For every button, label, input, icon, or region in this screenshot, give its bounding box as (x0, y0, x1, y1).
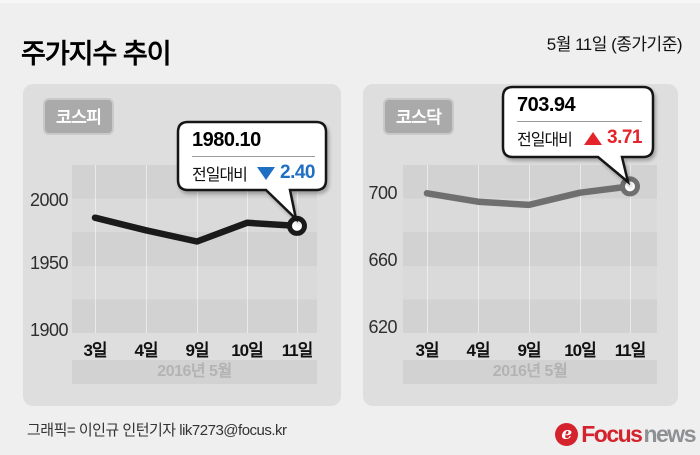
gridline (427, 165, 428, 333)
change-label: 전일대비 (192, 167, 248, 184)
kosdaq-y-tick: 660 (368, 250, 397, 270)
kospi-y-tick: 2000 (29, 190, 69, 210)
kosdaq-x-tick: 4일 (466, 341, 490, 360)
kospi-change-value: 2.40 (280, 162, 315, 183)
kospi-y-tick: 1900 (29, 320, 69, 340)
kospi-plot-area (72, 165, 317, 333)
gridline (580, 165, 581, 333)
kosdaq-y-tick: 620 (368, 317, 397, 337)
gridline (247, 165, 248, 333)
kosdaq-series-line (423, 183, 634, 209)
gridline (297, 165, 298, 333)
kosdaq-x-tick: 3일 (415, 341, 439, 360)
kospi-chart-panel: 코스피 2000 1950 1900 3일 4일 9일 10일 11일 2016… (23, 84, 341, 406)
kosdaq-line-chart (423, 176, 640, 209)
kosdaq-change-value: 3.71 (607, 127, 642, 148)
kospi-callout: 1980.10 전일대비 2.40 (178, 122, 326, 190)
logo-text-focus: Focus (581, 421, 643, 447)
kosdaq-last-point-marker (620, 176, 640, 197)
gridline (95, 165, 96, 333)
kosdaq-month-label: 2016년 5월 (403, 360, 657, 384)
kosdaq-x-tick: 11일 (614, 341, 647, 360)
change-label: 전일대비 (517, 132, 573, 149)
kospi-close-value: 1980.10 (192, 129, 261, 151)
gridline (630, 165, 631, 333)
kospi-x-tick: 11일 (281, 341, 314, 360)
kospi-y-tick: 1950 (29, 253, 69, 273)
gridline (146, 165, 147, 333)
focus-news-logo: e Focus news (555, 421, 696, 448)
kosdaq-y-tick: 700 (368, 183, 397, 203)
credit-line: 그래픽= 이인규 인턴기자 lik7273@focus.kr (27, 422, 287, 439)
kospi-x-tick: 9일 (185, 341, 209, 360)
kosdaq-badge: 코스닥 (383, 98, 455, 135)
kospi-x-tick: 3일 (83, 341, 107, 360)
page-title: 주가지수 추이 (21, 39, 172, 70)
kosdaq-plot-area (403, 165, 657, 333)
kospi-series-line (91, 214, 301, 245)
gridline (529, 165, 530, 333)
kospi-x-tick: 4일 (134, 341, 158, 360)
logo-text-news: news (643, 421, 696, 447)
gridline (197, 165, 198, 333)
callout-divider (517, 121, 642, 122)
kospi-x-tick: 10일 (231, 341, 264, 360)
up-triangle-icon (584, 131, 603, 145)
kosdaq-x-tick: 10일 (564, 341, 597, 360)
kospi-last-point-marker (287, 215, 307, 236)
focus-swirl-icon: e (555, 423, 579, 446)
kosdaq-x-tick: 9일 (517, 341, 541, 360)
kospi-line-chart (91, 214, 307, 245)
kosdaq-callout: 703.94 전일대비 3.71 (503, 87, 653, 157)
kospi-month-label: 2016년 5월 (72, 360, 317, 384)
top-edge-strip (0, 0, 700, 3)
callout-divider (192, 156, 315, 157)
kospi-badge: 코스피 (43, 98, 115, 135)
kosdaq-chart-panel: 코스닥 700 660 620 3일 4일 9일 10일 11일 2016년 5… (363, 84, 678, 406)
down-triangle-icon (257, 166, 276, 180)
date-note: 5월 11일 (종가기준) (546, 35, 683, 54)
kosdaq-close-value: 703.94 (517, 94, 576, 116)
gridline (478, 165, 479, 333)
